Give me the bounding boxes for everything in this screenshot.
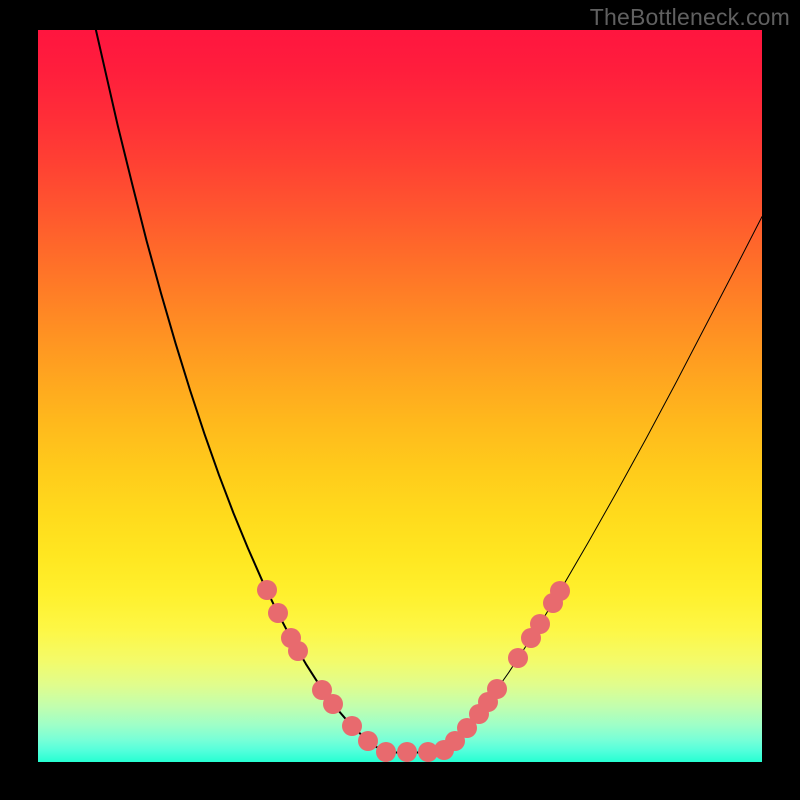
- data-marker: [530, 614, 550, 634]
- markers-layer: [38, 30, 762, 762]
- data-marker: [257, 580, 277, 600]
- data-marker: [487, 679, 507, 699]
- watermark-text: TheBottleneck.com: [590, 4, 790, 31]
- data-marker: [508, 648, 528, 668]
- data-marker: [550, 581, 570, 601]
- data-marker: [288, 641, 308, 661]
- data-marker: [268, 603, 288, 623]
- data-marker: [397, 742, 417, 762]
- data-marker: [342, 716, 362, 736]
- data-marker: [376, 742, 396, 762]
- chart-canvas: TheBottleneck.com: [0, 0, 800, 800]
- plot-area: [38, 30, 762, 762]
- data-marker: [323, 694, 343, 714]
- data-marker: [358, 731, 378, 751]
